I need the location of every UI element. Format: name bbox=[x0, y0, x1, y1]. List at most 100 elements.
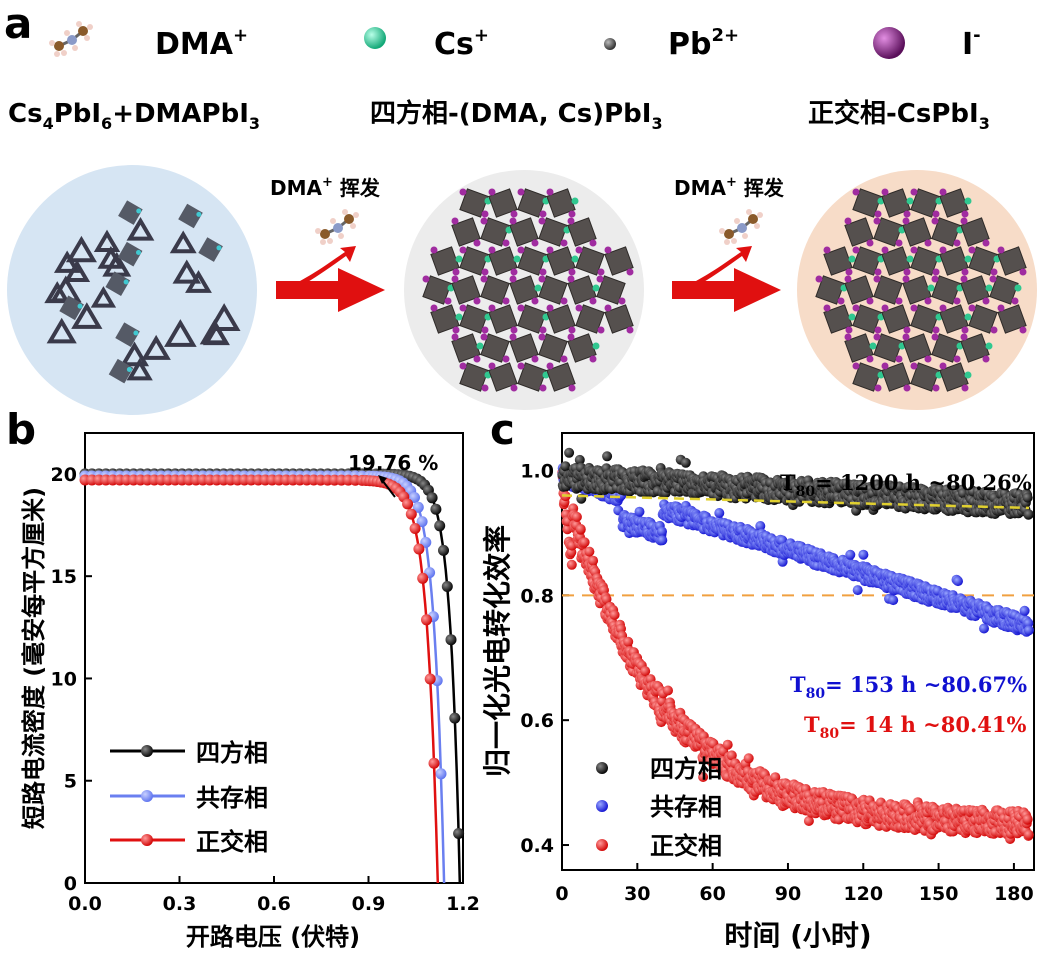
i-atom bbox=[895, 355, 903, 363]
i-atom bbox=[502, 355, 510, 363]
pbi6-cluster bbox=[202, 322, 230, 346]
i-atom bbox=[881, 188, 889, 196]
x-tick-label: 0 bbox=[555, 883, 568, 905]
pbi6-octahedron bbox=[604, 304, 634, 334]
x-tick-label: 0.0 bbox=[68, 893, 102, 915]
cs-atom bbox=[964, 255, 972, 263]
i-atom bbox=[546, 188, 554, 196]
i-atom bbox=[982, 297, 990, 305]
i-atom bbox=[480, 217, 488, 225]
jv-point bbox=[434, 520, 446, 532]
pbi6-cluster bbox=[63, 259, 91, 282]
jv-point bbox=[426, 492, 438, 504]
arrow-label-1: DMA+ 挥发 bbox=[270, 175, 381, 200]
x-tick-label: 90 bbox=[775, 883, 801, 905]
legend-c-ortho: 正交相 bbox=[650, 832, 722, 860]
x-tick-label: 0.6 bbox=[257, 893, 291, 915]
i-atom bbox=[597, 326, 605, 334]
pbi6-octahedron bbox=[939, 304, 969, 334]
octahedron bbox=[115, 322, 140, 347]
i-atom bbox=[539, 326, 547, 334]
i-atom bbox=[1019, 326, 1027, 334]
pbi6-octahedron bbox=[960, 275, 990, 305]
i-atom bbox=[480, 275, 488, 283]
i-atom bbox=[539, 384, 547, 392]
jv-point bbox=[445, 634, 457, 646]
i-atom bbox=[531, 355, 539, 363]
i-atom bbox=[903, 268, 911, 276]
i-atom bbox=[895, 239, 903, 247]
i-atom bbox=[910, 362, 918, 370]
jv-point bbox=[420, 536, 432, 548]
stability-point bbox=[560, 461, 571, 472]
pbi6-octahedron bbox=[459, 362, 489, 392]
pbi6-cluster bbox=[126, 216, 155, 241]
i-atom bbox=[567, 333, 575, 341]
chart-b-frame bbox=[84, 432, 464, 884]
stability-point bbox=[858, 549, 869, 560]
i-atom bbox=[546, 362, 554, 370]
pbi6-octahedron bbox=[430, 246, 460, 276]
i-atom bbox=[866, 297, 874, 305]
pbi6-octahedron bbox=[451, 275, 481, 305]
i-atom bbox=[452, 326, 460, 334]
pbi6-octahedron bbox=[480, 275, 510, 305]
i-atom bbox=[589, 239, 597, 247]
i-atom bbox=[604, 246, 612, 254]
pbi6-octahedron bbox=[567, 333, 597, 363]
pbi6-octahedron bbox=[488, 246, 518, 276]
i-atom bbox=[480, 333, 488, 341]
i-atom bbox=[539, 268, 547, 276]
cs-atom bbox=[964, 313, 972, 321]
i-atom bbox=[546, 246, 554, 254]
cs-ion-icon bbox=[364, 27, 386, 49]
i-atom bbox=[481, 210, 489, 218]
cs-atom bbox=[455, 255, 463, 263]
i-atom bbox=[481, 326, 489, 334]
cs-atom bbox=[964, 371, 972, 379]
i-atom bbox=[881, 246, 889, 254]
i-atom bbox=[531, 297, 539, 305]
y-tick-label: 20 bbox=[51, 464, 77, 486]
i-atom bbox=[874, 268, 882, 276]
cs-atom bbox=[1014, 284, 1022, 292]
octahedron bbox=[117, 241, 143, 267]
i-atom bbox=[881, 362, 889, 370]
cs-atom bbox=[513, 255, 521, 263]
i-atom bbox=[910, 304, 918, 312]
i-atom bbox=[844, 333, 852, 341]
i-atom bbox=[852, 304, 860, 312]
i-atom bbox=[568, 384, 576, 392]
pbi6-cluster bbox=[207, 303, 241, 332]
stability-point bbox=[770, 772, 781, 783]
i-atom bbox=[939, 362, 947, 370]
y-tick-label: 10 bbox=[51, 668, 77, 690]
chart-b-ylabel: 短路电流密度 (毫安每平方厘米) bbox=[20, 487, 48, 829]
i-atom bbox=[910, 188, 918, 196]
jv-point bbox=[409, 492, 420, 503]
i-atom bbox=[852, 188, 860, 196]
x-tick-label: 0.9 bbox=[352, 893, 386, 915]
i-atom bbox=[961, 384, 969, 392]
i-atom bbox=[968, 246, 976, 254]
stability-point bbox=[852, 585, 863, 596]
stability-point bbox=[584, 546, 595, 557]
i-atom bbox=[844, 217, 852, 225]
stability-point bbox=[640, 666, 651, 677]
i-atom bbox=[823, 304, 831, 312]
i-atom bbox=[422, 275, 430, 283]
i-atom bbox=[546, 304, 554, 312]
i-atom bbox=[968, 304, 976, 312]
cs-atom bbox=[848, 313, 856, 321]
stability-point bbox=[1019, 605, 1030, 616]
i-atom bbox=[575, 246, 583, 254]
pbi6-octahedron bbox=[881, 362, 911, 392]
cs-atom bbox=[77, 303, 83, 309]
i-atom bbox=[932, 268, 940, 276]
i-atom bbox=[488, 362, 496, 370]
x-tick-label: 150 bbox=[919, 883, 959, 905]
jv-point bbox=[413, 543, 425, 555]
i-atom bbox=[990, 326, 998, 334]
pbi6-octahedron bbox=[873, 217, 903, 247]
jv-point bbox=[453, 828, 465, 839]
